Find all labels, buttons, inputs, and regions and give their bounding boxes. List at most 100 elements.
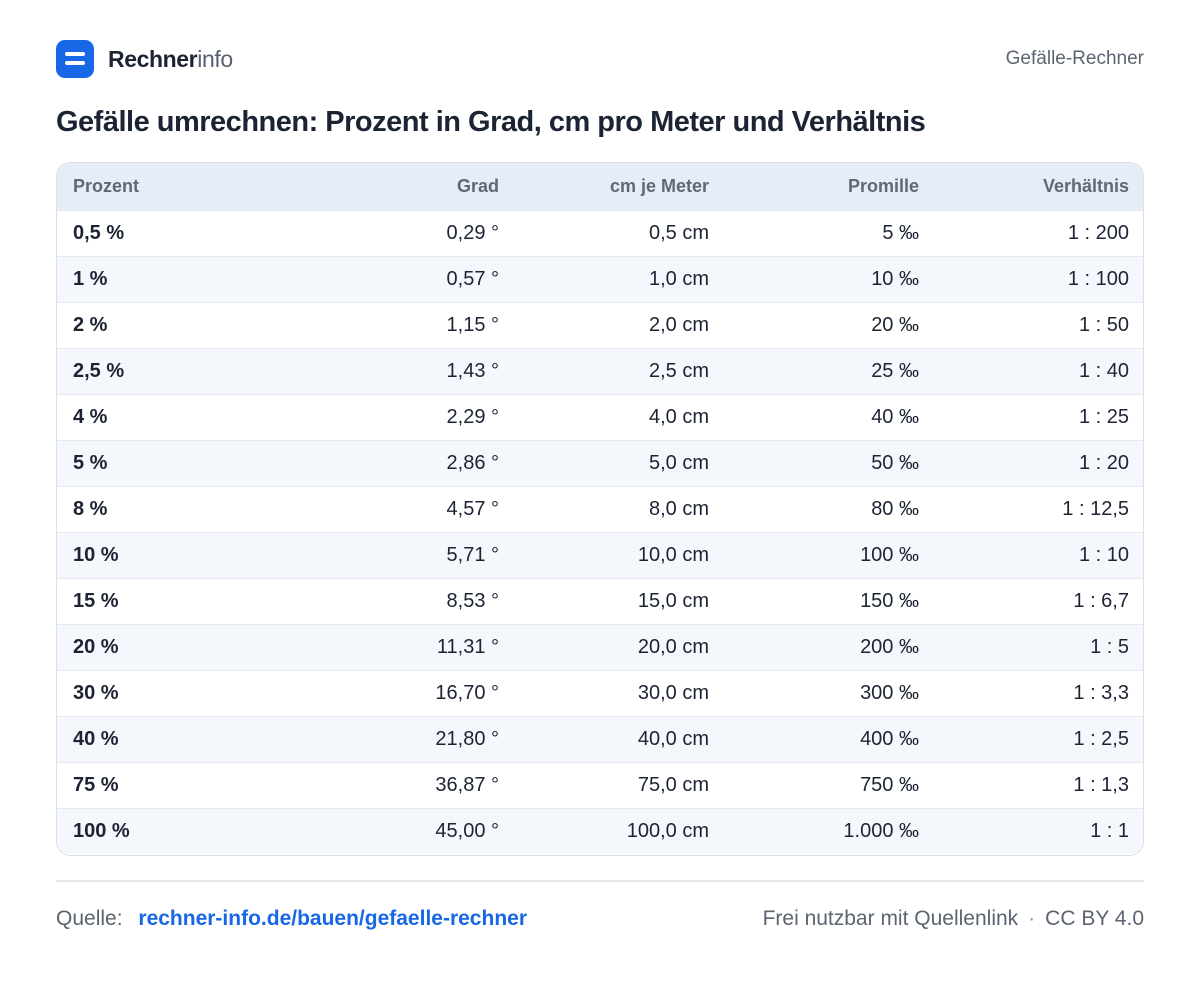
cell-promille: 150 ‰ (725, 577, 935, 624)
header-cm-je-meter: cm je Meter (609, 175, 709, 196)
cell-cm-je-meter: 1,0 cm (515, 255, 725, 302)
logo-bar-top (65, 52, 85, 56)
conversion-table-container: Prozent Grad cm je Meter Promille Verhältnis… (56, 162, 1144, 856)
table-body: 0,5 % 0,29 ° 0,5 cm 5 ‰ 1 : 200 1 % 0,57 ° 1,0 … (57, 209, 1143, 854)
cell-promille: 1.000 ‰ (725, 807, 935, 854)
header-page-label: Gefälle-Rechner (1005, 48, 1144, 69)
header-prozent: Prozent (73, 175, 140, 196)
cell-verhaeltnis: 1 : 3,3 (935, 669, 1143, 716)
cell-prozent: 8 % (57, 485, 217, 532)
cell-grad: 5,71 ° (217, 531, 515, 578)
table-row: 8 % 4,57 ° 8,0 cm 80 ‰ 1 : 12,5 (57, 485, 1143, 532)
table-row: 0,5 % 0,29 ° 0,5 cm 5 ‰ 1 : 200 (57, 209, 1143, 256)
source-link[interactable]: rechner-info.de/bauen/gefaelle-rechner (138, 907, 527, 930)
cell-verhaeltnis: 1 : 100 (935, 255, 1143, 302)
footer: Quelle: rechner-info.de/bauen/gefaelle-r… (56, 904, 1144, 934)
brand[interactable]: Rechnerinfo (56, 40, 233, 78)
cell-promille: 200 ‰ (725, 623, 935, 670)
cell-cm-je-meter: 15,0 cm (515, 577, 725, 624)
cell-grad: 1,15 ° (217, 301, 515, 348)
cell-prozent: 20 % (57, 623, 217, 670)
cell-cm-je-meter: 30,0 cm (515, 669, 725, 716)
page-title: Gefälle umrechnen: Prozent in Grad, cm p… (56, 106, 926, 138)
cell-promille: 40 ‰ (725, 393, 935, 440)
cell-verhaeltnis: 1 : 1 (935, 807, 1143, 854)
cell-promille: 300 ‰ (725, 669, 935, 716)
cell-promille: 50 ‰ (725, 439, 935, 486)
cell-verhaeltnis: 1 : 12,5 (935, 485, 1143, 532)
logo-bar-bottom (65, 61, 85, 65)
cell-verhaeltnis: 1 : 5 (935, 623, 1143, 670)
cell-prozent: 0,5 % (57, 209, 217, 256)
cell-prozent: 100 % (57, 807, 217, 854)
cell-cm-je-meter: 2,5 cm (515, 347, 725, 394)
source-label: Quelle: (56, 907, 123, 930)
table-row: 2,5 % 1,43 ° 2,5 cm 25 ‰ 1 : 40 (57, 347, 1143, 394)
table-row: 100 % 45,00 ° 100,0 cm 1.000 ‰ 1 : 1 (57, 807, 1143, 854)
cell-promille: 10 ‰ (725, 255, 935, 302)
table-row: 2 % 1,15 ° 2,0 cm 20 ‰ 1 : 50 (57, 301, 1143, 348)
cell-prozent: 5 % (57, 439, 217, 486)
cell-promille: 400 ‰ (725, 715, 935, 762)
table-row: 15 % 8,53 ° 15,0 cm 150 ‰ 1 : 6,7 (57, 577, 1143, 624)
license-name: CC BY 4.0 (1045, 907, 1144, 930)
cell-cm-je-meter: 100,0 cm (515, 807, 725, 854)
cell-grad: 2,29 ° (217, 393, 515, 440)
brand-name-light: info (197, 45, 233, 72)
cell-prozent: 2 % (57, 301, 217, 348)
cell-cm-je-meter: 10,0 cm (515, 531, 725, 578)
conversion-table: Prozent Grad cm je Meter Promille Verhältnis… (57, 163, 1143, 854)
cell-cm-je-meter: 75,0 cm (515, 761, 725, 808)
cell-prozent: 40 % (57, 715, 217, 762)
cell-grad: 21,80 ° (217, 715, 515, 762)
cell-promille: 20 ‰ (725, 301, 935, 348)
cell-grad: 0,57 ° (217, 255, 515, 302)
cell-cm-je-meter: 40,0 cm (515, 715, 725, 762)
cell-grad: 16,70 ° (217, 669, 515, 716)
header-promille: Promille (847, 175, 919, 196)
cell-verhaeltnis: 1 : 20 (935, 439, 1143, 486)
cell-promille: 100 ‰ (725, 531, 935, 578)
cell-prozent: 4 % (57, 393, 217, 440)
cell-grad: 8,53 ° (217, 577, 515, 624)
cell-prozent: 2,5 % (57, 347, 217, 394)
table-header-row: Prozent Grad cm je Meter Promille Verhältnis (57, 163, 1143, 210)
cell-verhaeltnis: 1 : 40 (935, 347, 1143, 394)
cell-prozent: 1 % (57, 255, 217, 302)
table-row: 1 % 0,57 ° 1,0 cm 10 ‰ 1 : 100 (57, 255, 1143, 302)
cell-prozent: 10 % (57, 531, 217, 578)
footer-divider (56, 880, 1144, 882)
cell-verhaeltnis: 1 : 50 (935, 301, 1143, 348)
logo-icon (56, 40, 94, 78)
table-row: 75 % 36,87 ° 75,0 cm 750 ‰ 1 : 1,3 (57, 761, 1143, 808)
cell-promille: 5 ‰ (725, 209, 935, 256)
cell-cm-je-meter: 20,0 cm (515, 623, 725, 670)
cell-promille: 25 ‰ (725, 347, 935, 394)
brand-name: Rechnerinfo (108, 46, 233, 73)
table-row: 10 % 5,71 ° 10,0 cm 100 ‰ 1 : 10 (57, 531, 1143, 578)
cell-cm-je-meter: 0,5 cm (515, 209, 725, 256)
cell-prozent: 75 % (57, 761, 217, 808)
cell-verhaeltnis: 1 : 200 (935, 209, 1143, 256)
brand-name-bold: Rechner (108, 45, 198, 72)
license-info: Frei nutzbar mit Quellenlink · CC BY 4.0 (763, 907, 1144, 931)
cell-promille: 80 ‰ (725, 485, 935, 532)
cell-grad: 4,57 ° (217, 485, 515, 532)
cell-cm-je-meter: 8,0 cm (515, 485, 725, 532)
header-verhaeltnis: Verhältnis (1042, 175, 1129, 196)
cell-cm-je-meter: 2,0 cm (515, 301, 725, 348)
cell-grad: 1,43 ° (217, 347, 515, 394)
table-row: 30 % 16,70 ° 30,0 cm 300 ‰ 1 : 3,3 (57, 669, 1143, 716)
cell-grad: 0,29 ° (217, 209, 515, 256)
cell-grad: 11,31 ° (217, 623, 515, 670)
license-text: Frei nutzbar mit Quellenlink (762, 907, 1019, 930)
cell-cm-je-meter: 4,0 cm (515, 393, 725, 440)
cell-verhaeltnis: 1 : 6,7 (935, 577, 1143, 624)
cell-cm-je-meter: 5,0 cm (515, 439, 725, 486)
cell-prozent: 30 % (57, 669, 217, 716)
cell-grad: 36,87 ° (217, 761, 515, 808)
header: Rechnerinfo Gefälle-Rechner (56, 40, 1144, 78)
cell-grad: 45,00 ° (217, 807, 515, 854)
table-row: 20 % 11,31 ° 20,0 cm 200 ‰ 1 : 5 (57, 623, 1143, 670)
cell-grad: 2,86 ° (217, 439, 515, 486)
